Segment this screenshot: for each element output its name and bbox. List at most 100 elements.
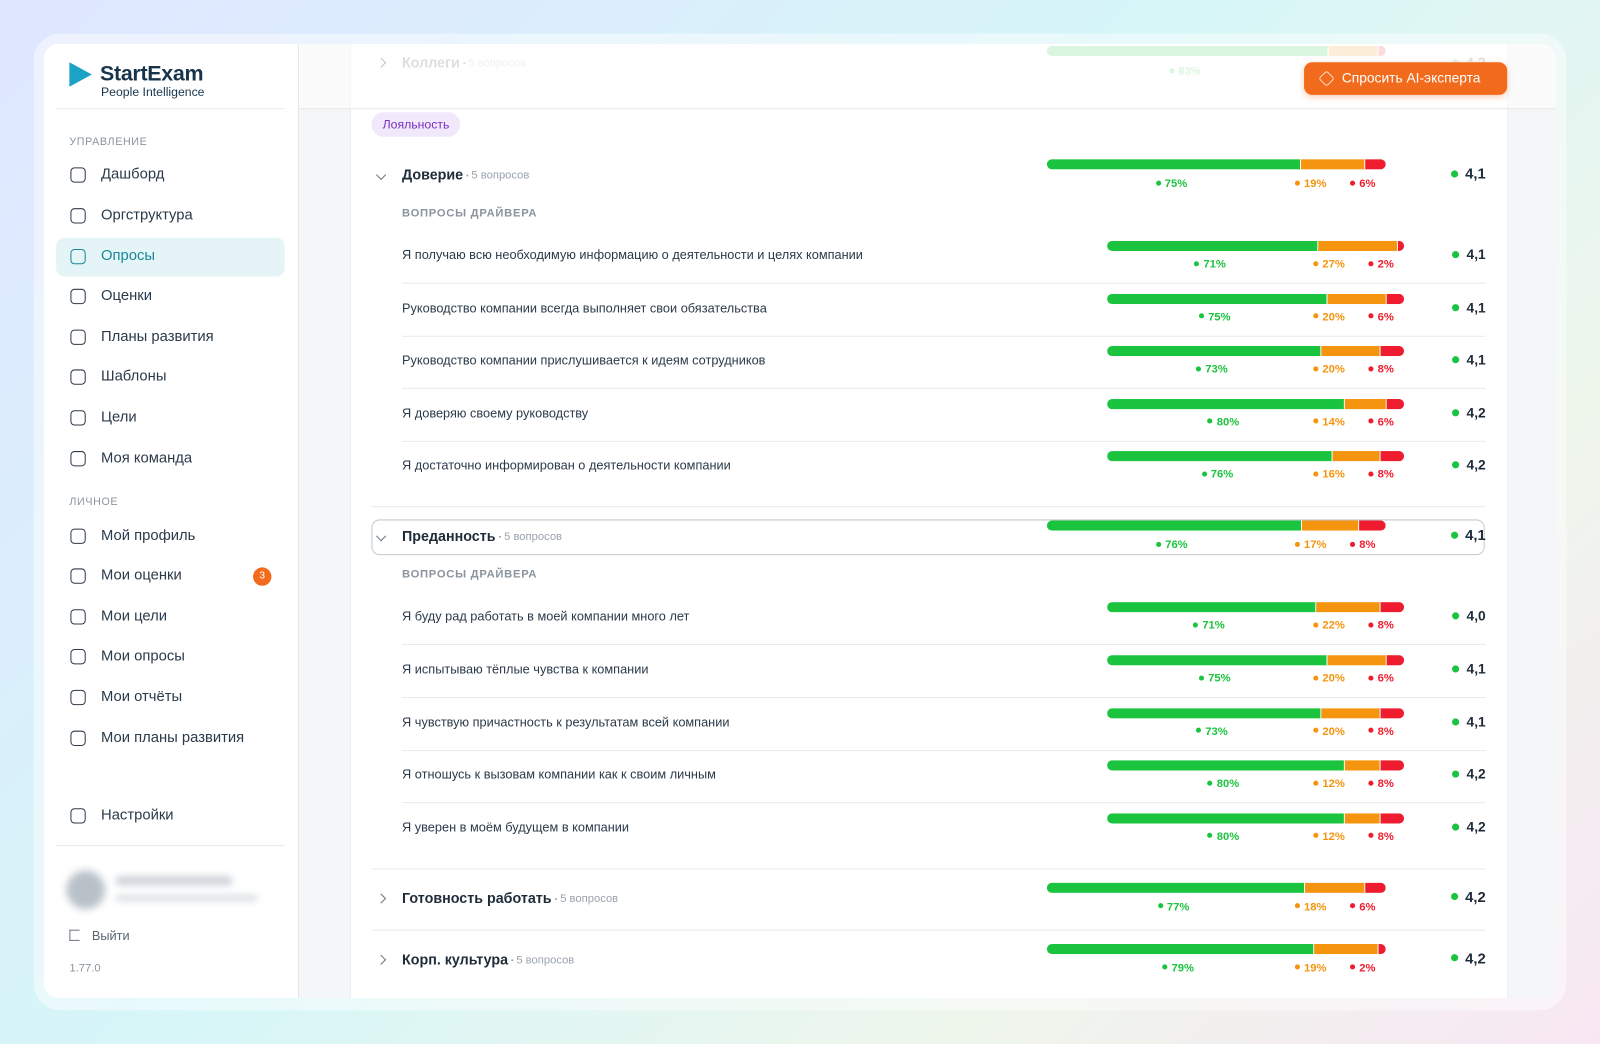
stacked-bar (1107, 398, 1405, 410)
legend-dot (1313, 780, 1319, 786)
score-value: 4,2 (1466, 819, 1486, 835)
legend-dot (1368, 418, 1374, 424)
share-value: 79% (1171, 962, 1195, 975)
nav-item[interactable]: Мои оценки (101, 567, 182, 584)
share-label: 19% (1294, 962, 1327, 975)
bar-segment (1386, 293, 1405, 304)
bar-segment (1107, 707, 1322, 719)
stacked-bar (1107, 707, 1405, 719)
share-label: 18% (1294, 901, 1327, 913)
stacked-bar (1046, 159, 1386, 170)
bar-segment (1107, 451, 1333, 462)
nav-icon (70, 288, 86, 305)
legend-dot (1368, 675, 1374, 681)
score-value: 4,2 (1465, 889, 1486, 906)
group-title[interactable]: Корп. культура (402, 950, 509, 968)
bar-segment (1107, 813, 1345, 824)
stacked-bar (1107, 346, 1405, 357)
score-dot (1452, 408, 1460, 417)
score: 4,1 (1452, 352, 1486, 368)
legend-dot (1313, 471, 1319, 477)
share-label: 75% (1155, 178, 1187, 190)
logout[interactable]: Выйти (91, 928, 130, 943)
group-title[interactable]: Доверие (402, 166, 464, 183)
version: 1.77.0 (69, 962, 101, 975)
legend-dot (1313, 727, 1319, 733)
legend-dot (1156, 541, 1162, 547)
stacked-bar (1107, 813, 1405, 824)
bar-segment (1107, 346, 1322, 357)
share-label: 8% (1368, 830, 1394, 843)
share-label: 2% (1350, 962, 1375, 974)
nav-icon (70, 369, 86, 385)
group-title[interactable]: Готовность работать (402, 889, 552, 906)
nav-item[interactable]: Планы развития (101, 328, 214, 345)
user-avatar (66, 870, 106, 910)
bar-segment (1301, 520, 1359, 532)
share-value: 20% (1322, 672, 1345, 685)
bar-segment (1315, 602, 1381, 613)
nav-item[interactable]: Настройки (101, 807, 174, 824)
nav-item[interactable]: Дашборд (101, 166, 165, 183)
nav-item[interactable]: Опросы (101, 247, 156, 265)
subheader: ВОПРОСЫ ДРАЙВЕРА (402, 568, 538, 582)
bar-segment (1344, 760, 1381, 771)
ai-button[interactable]: Спросить AI-эксперта (1304, 62, 1508, 95)
divider (402, 697, 1486, 699)
legend-dot (1313, 675, 1319, 681)
bar-segment (1378, 943, 1386, 954)
question-text: Я отношусь к вызовам компании как к свои… (402, 767, 716, 782)
nav-item[interactable]: Цели (101, 409, 137, 426)
share-value: 6% (1377, 416, 1394, 429)
share-label: 77% (1157, 901, 1189, 913)
share-value: 14% (1322, 416, 1345, 429)
score-dot (1452, 823, 1460, 831)
nav-item[interactable]: Мои цели (101, 608, 168, 625)
bar-segment (1380, 760, 1405, 771)
legend-dot (1350, 964, 1356, 970)
group-title[interactable]: Преданность (402, 527, 496, 545)
nav-icon (70, 167, 86, 183)
nav-item[interactable]: Мои планы развития (101, 729, 245, 746)
nav-icon (70, 808, 86, 824)
nav-item[interactable]: Шаблоны (101, 368, 167, 385)
share-value: 19% (1304, 962, 1327, 975)
nav-item[interactable]: Оценки (101, 287, 152, 305)
share-label: 75% (1199, 673, 1231, 685)
bar-segment (1332, 451, 1381, 462)
score-dot (1452, 770, 1460, 778)
share-label: 73% (1196, 363, 1228, 376)
share-value: 6% (1377, 310, 1394, 324)
share-label: 20% (1313, 673, 1345, 685)
divider (56, 108, 285, 110)
score-dot (1452, 250, 1460, 259)
legend-dot (1155, 180, 1161, 186)
question-text: Я уверен в моём будущем в компании (402, 820, 630, 835)
score-dot (1452, 303, 1460, 311)
share-value: 8% (1377, 725, 1394, 738)
share-value: 73% (1205, 725, 1228, 738)
share-value: 75% (1208, 672, 1231, 685)
share-value: 80% (1216, 830, 1240, 843)
nav-item[interactable]: Оргструктура (101, 207, 193, 224)
score-dot (1450, 170, 1458, 178)
nav-item[interactable]: Моя команда (101, 450, 193, 467)
share-label: 6% (1368, 416, 1394, 429)
section-title: УПРАВЛЕНИЕ (69, 135, 148, 148)
legend-dot (1194, 260, 1200, 266)
question-text: Я получаю всю необходимую информацию о д… (402, 247, 863, 263)
share-label: 6% (1368, 673, 1394, 685)
score-value: 4,2 (1465, 950, 1486, 968)
nav-item[interactable]: Мои опросы (101, 648, 185, 665)
question-text: Руководство компании прислушивается к ид… (402, 353, 766, 368)
bar-segment (1358, 520, 1386, 532)
share-label: 73% (1196, 725, 1228, 737)
nav-item[interactable]: Мои отчёты (101, 688, 183, 706)
separator-dot (498, 536, 502, 539)
share-value: 6% (1359, 900, 1376, 914)
share-value: 80% (1216, 777, 1240, 791)
nav-item[interactable]: Мой профиль (101, 527, 196, 544)
divider (402, 335, 1486, 337)
score: 4,1 (1450, 528, 1486, 544)
bar-segment (1398, 240, 1405, 252)
